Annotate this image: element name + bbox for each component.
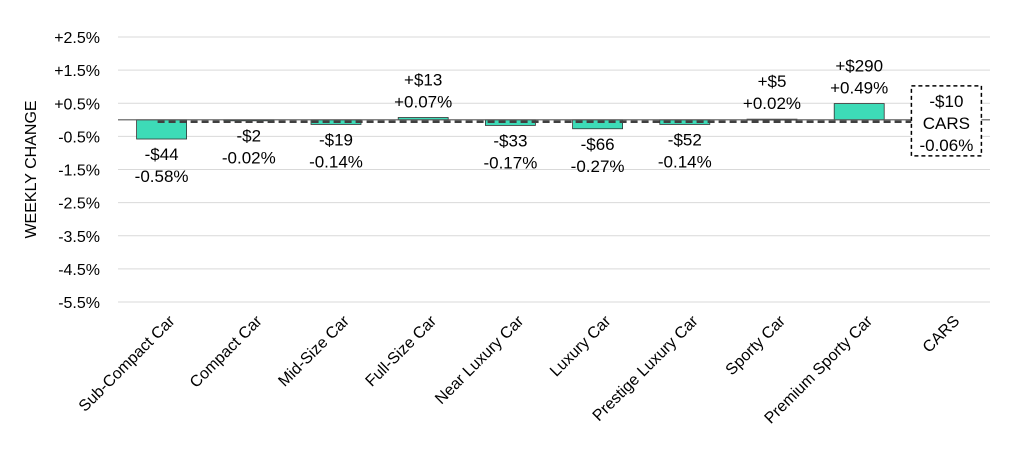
data-label: -$52	[668, 130, 702, 149]
data-label: -0.58%	[135, 167, 189, 186]
data-label: +0.07%	[394, 92, 452, 111]
y-tick-label: +2.5%	[54, 30, 100, 47]
x-tick-label: CARS	[920, 313, 963, 356]
x-axis-category-labels: Sub-Compact Car Compact Car Mid-Size Car Fu…	[76, 312, 963, 427]
data-label: CARS	[923, 114, 970, 133]
x-tick-label: Sub-Compact Car	[76, 312, 179, 415]
data-label: -0.17%	[483, 153, 537, 172]
data-label: -0.02%	[222, 148, 276, 167]
data-label: +$290	[835, 57, 883, 76]
data-label: -0.14%	[309, 152, 363, 171]
data-label: -$10	[929, 92, 963, 111]
total-label-box	[910, 85, 983, 157]
x-tick-label: Mid-Size Car	[275, 312, 353, 390]
y-tick-label: -2.5%	[58, 196, 100, 213]
y-axis-ticks: +2.5% +1.5% +0.5% -0.5% -1.5% -2.5% -3.5% -4.5%…	[54, 30, 100, 312]
data-label: +$5	[758, 72, 787, 91]
grid-lines	[118, 36, 990, 303]
data-label: +$13	[404, 70, 442, 89]
data-label: -$66	[581, 135, 615, 154]
y-tick-label: -5.5%	[58, 295, 100, 312]
y-tick-label: +0.5%	[54, 96, 100, 113]
data-label: -0.06%	[919, 136, 973, 155]
x-tick-label: Sporty Car	[723, 312, 790, 379]
y-axis-label: WEEKLY CHANGE	[23, 100, 40, 238]
data-label: -$44	[145, 145, 179, 164]
y-tick-label: +1.5%	[54, 63, 100, 80]
bar	[833, 103, 885, 121]
data-label: -0.27%	[571, 157, 625, 176]
y-tick-label: -3.5%	[58, 229, 100, 246]
x-tick-label: Full-Size Car	[363, 312, 441, 390]
y-tick-label: -0.5%	[58, 129, 100, 146]
x-tick-label: Near Luxury Car	[432, 312, 527, 407]
x-tick-label: Luxury Car	[547, 312, 615, 380]
data-label: -0.14%	[658, 152, 712, 171]
x-tick-label: Compact Car	[187, 312, 266, 391]
y-tick-label: -1.5%	[58, 163, 100, 180]
data-label: +0.02%	[743, 94, 801, 113]
data-label: -$19	[319, 130, 353, 149]
data-label: +0.49%	[830, 79, 888, 98]
y-tick-label: -4.5%	[58, 262, 100, 279]
data-label: -$2	[237, 126, 262, 145]
data-labels: -$44 -0.58% -$2 -0.02% -$19 -0.14% +$13 +0.07% -…	[135, 57, 983, 186]
data-label: -$33	[493, 131, 527, 150]
